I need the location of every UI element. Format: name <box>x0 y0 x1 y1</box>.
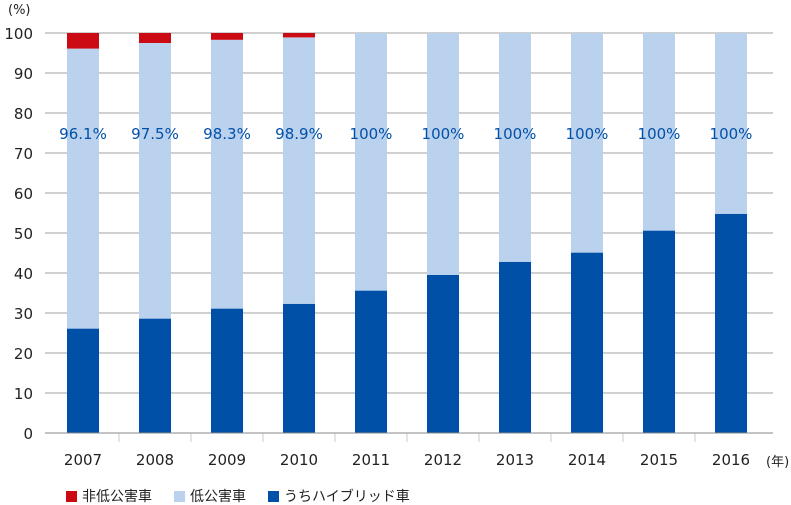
legend-label: 非低公害車 <box>82 489 152 505</box>
bar-segment <box>499 33 531 262</box>
x-tick-label: 2011 <box>352 451 390 469</box>
x-tick-label: 2008 <box>136 451 174 469</box>
bar-segment <box>283 303 315 433</box>
legend-item: うちハイブリッド車 <box>268 486 410 505</box>
data-label: 100% <box>422 125 465 143</box>
bar-segment <box>643 230 675 433</box>
bar-segment <box>139 33 171 43</box>
data-label: 100% <box>350 125 393 143</box>
bar-segment <box>427 33 459 275</box>
bar-segment <box>283 37 315 304</box>
bar-segment <box>571 252 603 433</box>
bar-segment <box>67 328 99 433</box>
data-label: 98.9% <box>275 125 323 143</box>
y-tick-label: 70 <box>14 145 33 163</box>
legend: 非低公害車 低公害車 うちハイブリッド車 <box>66 486 410 505</box>
y-tick-label: 10 <box>14 385 33 403</box>
data-label: 97.5% <box>131 125 179 143</box>
bar-segment <box>211 308 243 433</box>
bar-segment <box>139 43 171 319</box>
bar-segment <box>643 33 675 231</box>
y-tick-label: 60 <box>14 185 33 203</box>
bar-segment <box>427 275 459 433</box>
bar-segment <box>571 33 603 253</box>
bar-segment <box>67 33 99 49</box>
legend-label: 低公害車 <box>190 489 246 505</box>
y-tick-label: 0 <box>23 425 33 443</box>
bar-segment <box>355 33 387 291</box>
x-tick-label: 2012 <box>424 451 462 469</box>
legend-item: 低公害車 <box>174 486 246 505</box>
y-tick-label: 80 <box>14 105 33 123</box>
x-tick-label: 2010 <box>280 451 318 469</box>
legend-swatch <box>174 491 185 502</box>
bar-segment <box>283 33 315 38</box>
x-tick-label: 2013 <box>496 451 534 469</box>
legend-item: 非低公害車 <box>66 486 152 505</box>
data-label: 100% <box>566 125 609 143</box>
bar-segment <box>715 213 747 433</box>
data-label: 100% <box>710 125 753 143</box>
data-label: 100% <box>638 125 681 143</box>
data-label: 96.1% <box>59 125 107 143</box>
y-tick-label: 100 <box>4 25 33 43</box>
legend-label: うちハイブリッド車 <box>284 489 410 505</box>
x-tick-label: 2015 <box>640 451 678 469</box>
x-tick-label: 2014 <box>568 451 606 469</box>
bar-segment <box>139 318 171 433</box>
x-tick-label: 2009 <box>208 451 246 469</box>
y-tick-label: 90 <box>14 65 33 83</box>
y-tick-label: 20 <box>14 345 33 363</box>
y-tick-label: 40 <box>14 265 33 283</box>
bar-segment <box>211 39 243 309</box>
y-tick-label: 50 <box>14 225 33 243</box>
x-unit-label: (年) <box>766 455 789 470</box>
x-tick-label: 2007 <box>64 451 102 469</box>
bar-segment <box>67 48 99 329</box>
y-unit-label: (%) <box>8 3 31 18</box>
bar-segment <box>355 290 387 433</box>
data-label: 98.3% <box>203 125 251 143</box>
legend-swatch <box>66 491 77 502</box>
x-tick-label: 2016 <box>712 451 750 469</box>
bar-segment <box>715 33 747 214</box>
legend-swatch <box>268 491 279 502</box>
bar-segment <box>211 33 243 40</box>
y-tick-label: 30 <box>14 305 33 323</box>
data-label: 100% <box>494 125 537 143</box>
bar-segment <box>499 261 531 433</box>
